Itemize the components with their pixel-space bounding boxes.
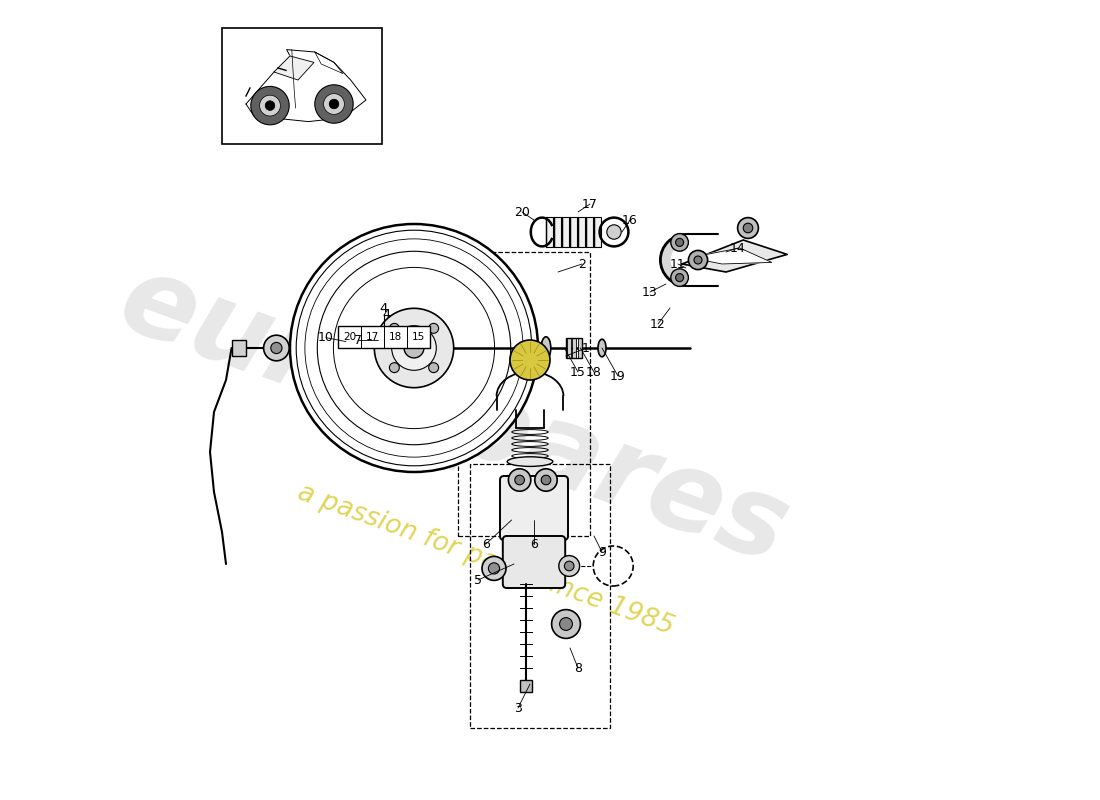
- Bar: [572, 338, 576, 358]
- Bar: [232, 340, 246, 356]
- Text: 14: 14: [730, 242, 746, 254]
- Circle shape: [564, 562, 574, 571]
- Circle shape: [260, 95, 280, 116]
- Text: 20: 20: [343, 332, 356, 342]
- Circle shape: [488, 563, 499, 574]
- Circle shape: [744, 223, 752, 233]
- Text: 11: 11: [670, 258, 686, 270]
- Bar: [586, 217, 593, 247]
- Text: 18: 18: [389, 332, 403, 342]
- Text: 1: 1: [582, 342, 590, 354]
- Text: 9: 9: [598, 546, 606, 558]
- Circle shape: [429, 362, 439, 373]
- Circle shape: [271, 342, 282, 354]
- Circle shape: [541, 475, 551, 485]
- Circle shape: [671, 269, 689, 286]
- Polygon shape: [274, 56, 313, 80]
- Text: 7: 7: [354, 334, 362, 346]
- FancyBboxPatch shape: [500, 476, 568, 540]
- Text: 13: 13: [642, 286, 658, 298]
- Circle shape: [374, 308, 453, 388]
- Bar: [570, 217, 576, 247]
- Text: 18: 18: [586, 366, 602, 378]
- Polygon shape: [690, 248, 772, 264]
- Text: 6: 6: [482, 538, 490, 550]
- Bar: [562, 217, 569, 247]
- Circle shape: [551, 610, 581, 638]
- Text: 4: 4: [382, 308, 389, 321]
- Circle shape: [404, 338, 424, 358]
- Bar: [458, 252, 590, 536]
- Circle shape: [290, 224, 538, 472]
- Text: 12: 12: [650, 318, 666, 330]
- Bar: [222, 28, 382, 144]
- Bar: [594, 217, 601, 247]
- Ellipse shape: [598, 339, 606, 357]
- Circle shape: [508, 469, 531, 491]
- Bar: [578, 217, 585, 247]
- Circle shape: [329, 99, 339, 109]
- Circle shape: [389, 323, 399, 334]
- Circle shape: [264, 335, 289, 361]
- Circle shape: [535, 469, 558, 491]
- Bar: [578, 338, 582, 358]
- Text: 4: 4: [379, 302, 388, 314]
- Circle shape: [675, 238, 683, 246]
- Text: 15: 15: [570, 366, 586, 378]
- Polygon shape: [246, 50, 366, 122]
- Wedge shape: [660, 234, 686, 286]
- Circle shape: [738, 218, 758, 238]
- Circle shape: [251, 86, 289, 125]
- Text: 8: 8: [574, 662, 582, 674]
- Ellipse shape: [541, 337, 551, 359]
- Bar: [566, 338, 571, 358]
- Circle shape: [482, 557, 506, 581]
- Polygon shape: [682, 240, 788, 272]
- Circle shape: [392, 326, 437, 370]
- Circle shape: [560, 618, 572, 630]
- Text: 17: 17: [582, 198, 598, 210]
- Circle shape: [315, 85, 353, 123]
- Bar: [519, 680, 532, 692]
- Bar: [566, 338, 582, 358]
- Circle shape: [323, 94, 344, 114]
- Circle shape: [694, 256, 702, 264]
- Circle shape: [265, 101, 275, 110]
- Text: 15: 15: [411, 332, 425, 342]
- Text: a passion for parts since 1985: a passion for parts since 1985: [295, 480, 678, 640]
- Bar: [338, 326, 430, 348]
- Circle shape: [389, 362, 399, 373]
- Text: 3: 3: [514, 702, 521, 714]
- Circle shape: [607, 225, 621, 239]
- Text: 5: 5: [474, 574, 482, 586]
- Text: 6: 6: [530, 538, 538, 550]
- Text: 10: 10: [318, 331, 334, 344]
- Circle shape: [671, 234, 689, 251]
- Circle shape: [675, 274, 683, 282]
- Circle shape: [559, 556, 580, 577]
- Circle shape: [429, 323, 439, 334]
- Bar: [554, 217, 561, 247]
- Text: 17: 17: [366, 332, 379, 342]
- Text: 16: 16: [623, 214, 638, 226]
- Text: eurospares: eurospares: [106, 246, 802, 586]
- Circle shape: [689, 250, 707, 270]
- Circle shape: [510, 340, 550, 380]
- Ellipse shape: [507, 457, 553, 466]
- Bar: [470, 464, 610, 728]
- Text: 20: 20: [514, 206, 530, 218]
- Text: 2: 2: [579, 258, 586, 270]
- FancyBboxPatch shape: [503, 536, 565, 588]
- Bar: [546, 217, 553, 247]
- Text: 19: 19: [610, 370, 626, 382]
- Circle shape: [515, 475, 525, 485]
